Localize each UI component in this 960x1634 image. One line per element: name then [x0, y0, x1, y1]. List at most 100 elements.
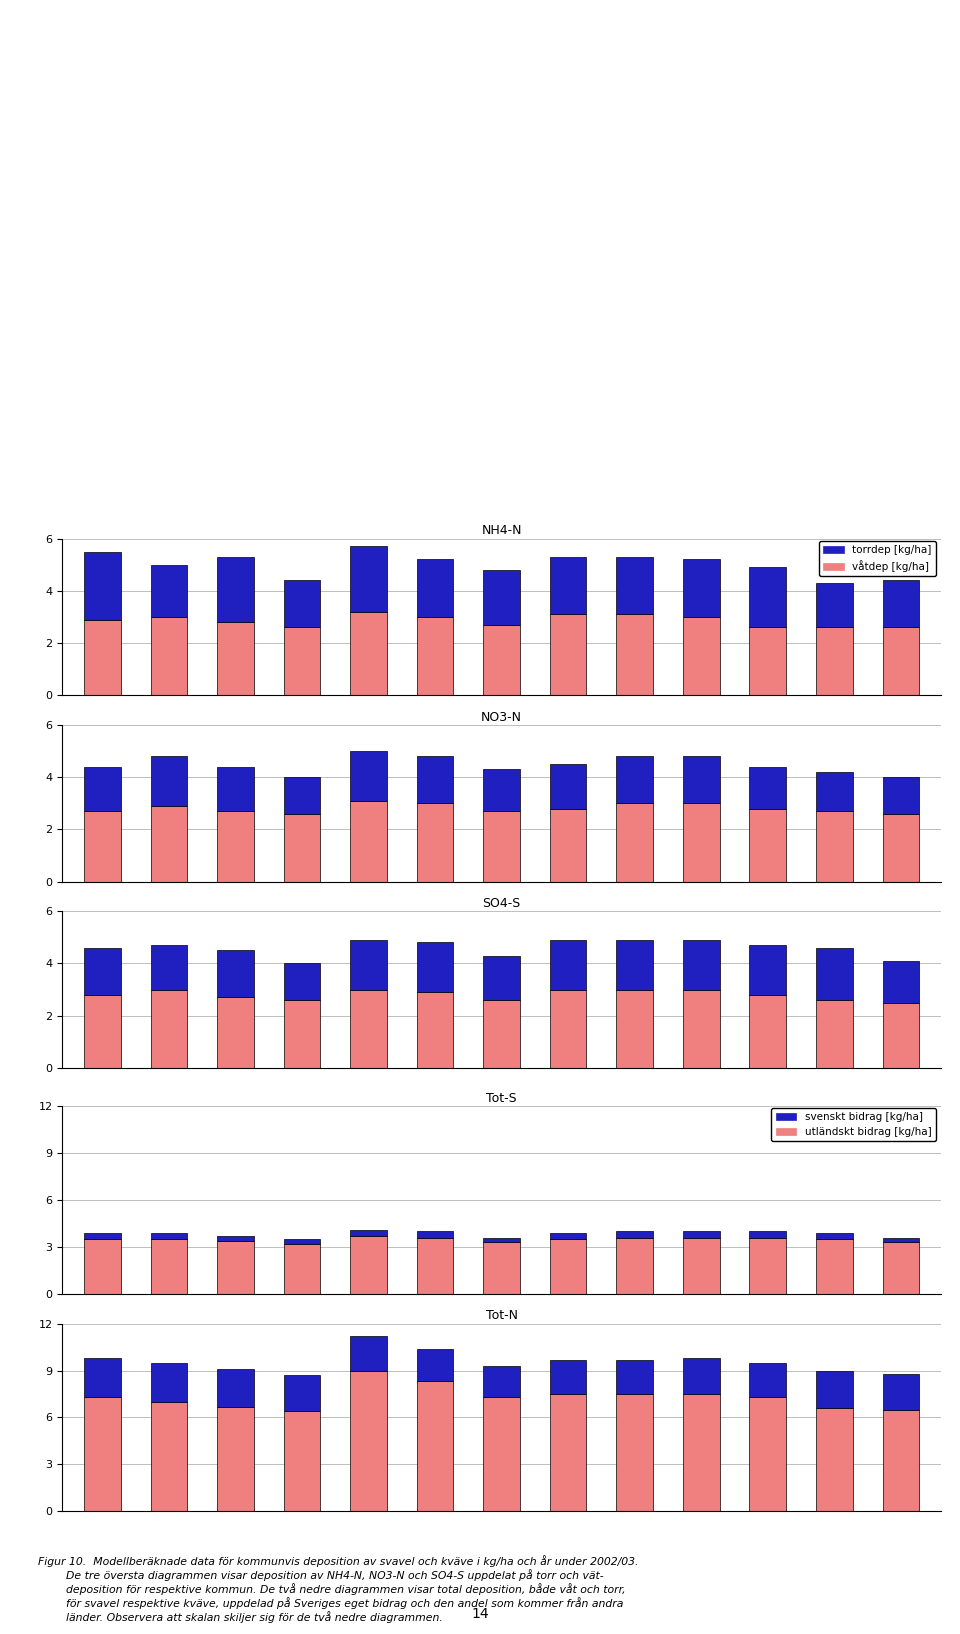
Text: Värnamo: Värnamo [612, 1144, 658, 1154]
Bar [882, 814, 919, 882]
Bar [816, 583, 852, 627]
Text: Sävsjö: Sävsjö [684, 1275, 718, 1284]
Bar [616, 1359, 653, 1394]
Bar [683, 618, 720, 696]
Title: Tot-N: Tot-N [486, 1309, 517, 1322]
Title: Tot-S: Tot-S [487, 1092, 516, 1105]
Bar [750, 766, 786, 809]
Bar [683, 559, 720, 618]
Bar [417, 1232, 453, 1239]
Title: NO3-N: NO3-N [481, 711, 522, 724]
Bar [683, 1394, 720, 1511]
Bar [350, 1337, 387, 1371]
Text: Habo: Habo [288, 1275, 316, 1284]
Bar [550, 1234, 587, 1239]
Bar [550, 557, 587, 614]
Bar [350, 752, 387, 801]
Bar [417, 1381, 453, 1511]
Bar [217, 1369, 253, 1407]
Bar [84, 552, 121, 619]
Bar [683, 990, 720, 1069]
Bar [816, 1409, 852, 1511]
Bar [151, 944, 187, 990]
Bar [283, 964, 321, 1000]
Bar [217, 623, 253, 696]
Bar [350, 1230, 387, 1237]
Bar [616, 757, 653, 804]
Bar [816, 1234, 852, 1239]
Bar [750, 567, 786, 627]
Bar [350, 990, 387, 1069]
Title: SO4-S: SO4-S [483, 897, 520, 910]
Bar [616, 1239, 653, 1294]
Bar [84, 1397, 121, 1511]
Bar [84, 995, 121, 1069]
Bar [550, 614, 587, 696]
Bar [550, 1239, 587, 1294]
Bar [283, 814, 321, 882]
Bar [283, 1243, 321, 1294]
Bar [550, 809, 587, 882]
Bar [151, 1402, 187, 1511]
Bar [683, 1358, 720, 1394]
Bar [816, 1371, 852, 1409]
Bar [350, 801, 387, 882]
Bar [483, 1239, 520, 1242]
Bar [616, 804, 653, 882]
Bar [151, 1239, 187, 1294]
Bar [283, 627, 321, 696]
Bar [84, 948, 121, 995]
Bar [283, 1412, 321, 1511]
Text: Vetlanda: Vetlanda [745, 1144, 791, 1154]
Bar [483, 956, 520, 1000]
Bar [616, 1232, 653, 1239]
Bar [683, 940, 720, 990]
Bar [750, 1232, 786, 1239]
Bar [217, 951, 253, 997]
Bar [750, 809, 786, 882]
Bar [217, 766, 253, 810]
Bar [882, 1239, 919, 1242]
Bar [816, 1239, 852, 1294]
Bar [350, 940, 387, 990]
Bar [750, 1239, 786, 1294]
Bar [550, 765, 587, 809]
Bar [417, 559, 453, 618]
Bar [84, 619, 121, 696]
Bar [882, 1242, 919, 1294]
Bar [483, 1397, 520, 1511]
Bar [350, 546, 387, 611]
Bar [350, 611, 387, 696]
Bar [616, 614, 653, 696]
Bar [683, 1232, 720, 1239]
Bar [483, 1366, 520, 1397]
Bar [84, 1358, 121, 1397]
Bar [816, 1000, 852, 1069]
Bar [750, 1397, 786, 1511]
Bar [483, 810, 520, 882]
Bar [283, 1000, 321, 1069]
Bar [417, 804, 453, 882]
Bar [217, 997, 253, 1069]
Bar [84, 1239, 121, 1294]
Bar [483, 570, 520, 624]
Bar [350, 1237, 387, 1294]
Bar [882, 1374, 919, 1410]
Bar [750, 1363, 786, 1397]
Legend: svenskt bidrag [kg/ha], utländskt bidrag [kg/ha]: svenskt bidrag [kg/ha], utländskt bidrag… [771, 1108, 936, 1141]
Bar [816, 948, 852, 1000]
Text: Mullsjö: Mullsjö [217, 1144, 253, 1154]
Bar [483, 1242, 520, 1294]
Bar [616, 557, 653, 614]
Bar [283, 1239, 321, 1243]
Bar [417, 943, 453, 992]
Bar [417, 1239, 453, 1294]
Text: Tranås: Tranås [884, 1144, 918, 1154]
Bar [483, 770, 520, 810]
Text: 14: 14 [471, 1606, 489, 1621]
Text: Vaggeryd: Vaggeryd [410, 1275, 460, 1284]
Bar [417, 757, 453, 804]
Bar [417, 992, 453, 1069]
Text: Eksjö: Eksjö [821, 1275, 848, 1284]
Bar [417, 1348, 453, 1381]
